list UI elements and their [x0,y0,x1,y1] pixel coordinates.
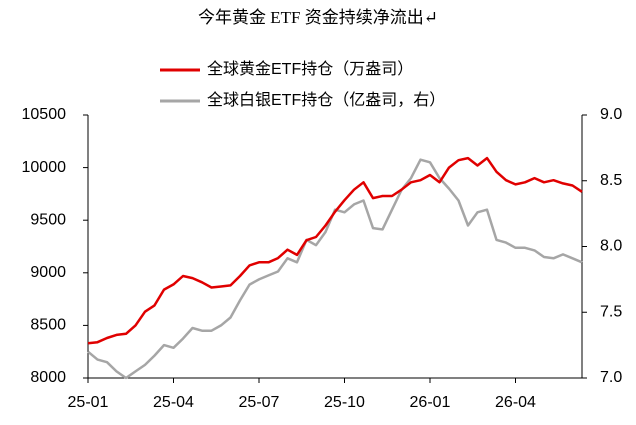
y2-tick-label: 7.5 [600,303,622,320]
x-tick-label: 25-04 [153,394,194,411]
x-tick-label: 25-01 [68,394,109,411]
y-tick-label: 9500 [30,211,66,228]
y-tick-label: 10000 [22,159,67,176]
y2-tick-label: 9.0 [600,106,622,123]
x-tick-label: 26-01 [410,394,451,411]
legend-label: 全球黄金ETF持仓（万盎司） [207,60,413,78]
x-tick-label: 25-10 [324,394,365,411]
y2-tick-label: 8.5 [600,172,622,189]
chart-title: 今年黄金 ETF 资金持续净流出↵ [198,8,438,27]
y-tick-label: 8500 [30,317,66,334]
y2-tick-label: 7.0 [600,369,622,386]
y-tick-label: 10500 [22,106,67,123]
x-tick-label: 25-07 [239,394,280,411]
series-line [87,158,583,380]
y-tick-label: 8000 [30,369,66,386]
x-tick-label: 26-04 [495,394,536,411]
legend-label: 全球白银ETF持仓（亿盎司，右） [207,91,445,109]
y2-tick-label: 8.0 [600,238,622,255]
series-line [87,156,583,345]
y-tick-label: 9000 [30,264,66,281]
